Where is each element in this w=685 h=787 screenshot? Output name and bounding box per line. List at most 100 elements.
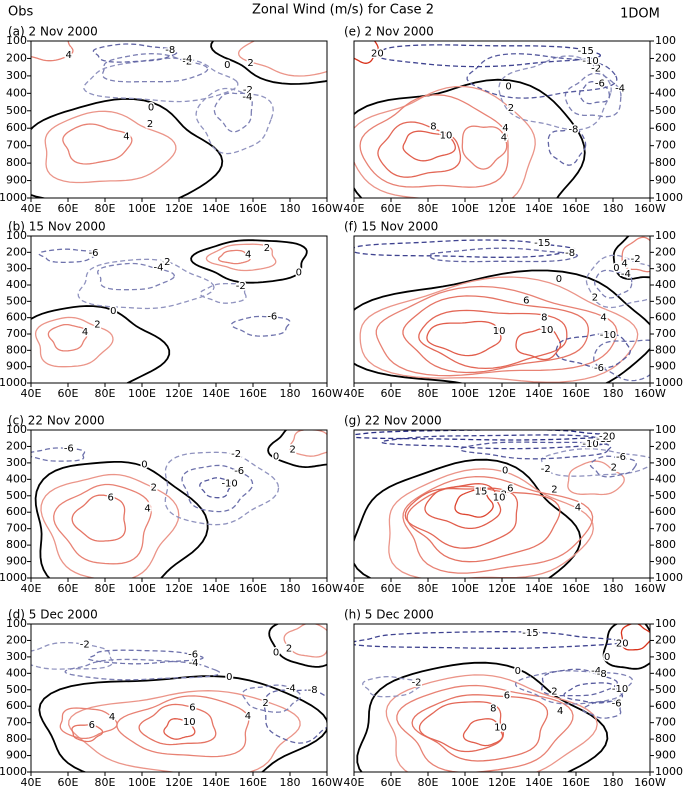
contour-label: 8: [490, 703, 496, 714]
y-tick-label: 600: [6, 121, 27, 134]
x-tick-label: 140E: [525, 776, 553, 787]
contour-label: -4: [286, 684, 296, 695]
contour-label: 4: [501, 133, 507, 144]
x-tick-label: 160W: [634, 202, 666, 215]
x-tick-label: 120E: [165, 582, 193, 595]
y-tick-label: 800: [6, 732, 27, 745]
y-tick-label: 900: [655, 174, 676, 187]
x-tick-label: 120E: [165, 776, 193, 787]
contour-label: 4: [502, 123, 508, 134]
contour-line: [602, 624, 650, 670]
contour-label: 0: [226, 672, 232, 683]
contour-line: [354, 85, 536, 198]
contour-line: [462, 718, 504, 747]
x-tick-label: 180: [603, 582, 624, 595]
contour-line: [354, 458, 582, 578]
contour-line: [454, 488, 494, 518]
contour-label: -6: [89, 248, 99, 259]
contour-label: 8: [500, 489, 506, 500]
contour-line: [563, 682, 624, 704]
x-tick-label: 140E: [525, 582, 553, 595]
contour-label: 10: [541, 325, 554, 336]
y-tick-label: 300: [655, 262, 676, 275]
y-tick-label: 700: [6, 139, 27, 152]
contour-line: [418, 701, 505, 753]
y-tick-label: 400: [6, 278, 27, 291]
contour-label: 0: [273, 647, 279, 658]
x-tick-label: 80E: [418, 776, 439, 787]
contour-layer: [31, 624, 327, 772]
y-tick-label: 1000: [0, 376, 27, 389]
contour-line: [354, 631, 625, 649]
y-tick-label: 800: [655, 156, 676, 169]
contour-line: [515, 327, 562, 361]
contour-line: [205, 243, 277, 272]
y-tick-label: 700: [6, 522, 27, 535]
contour-line: [40, 473, 180, 578]
contour-line: [59, 707, 118, 740]
contour-line: [31, 305, 171, 383]
contour-label: -6: [612, 699, 622, 710]
contour-label: -2: [160, 257, 170, 268]
y-tick-label: 600: [6, 311, 27, 324]
contour-label: 2: [290, 444, 296, 455]
contour-line: [377, 44, 601, 68]
panel-title: (d) 5 Dec 2000: [8, 608, 98, 622]
y-tick-label: 100: [6, 229, 27, 242]
contour-line: [31, 41, 74, 62]
contour-label: 2: [611, 463, 617, 474]
y-tick-label: 500: [655, 294, 676, 307]
contour-label: 2: [286, 643, 292, 654]
x-tick-label: 160W: [311, 202, 343, 215]
x-tick-label: 100E: [128, 582, 156, 595]
x-tick-label: 40E: [344, 582, 365, 595]
contour-line: [237, 41, 327, 77]
contour-label: 15: [475, 487, 488, 498]
x-tick-label: 80E: [95, 202, 116, 215]
x-tick-label: 120E: [165, 202, 193, 215]
contour-label: -6: [594, 363, 604, 374]
y-tick-label: 100: [655, 34, 676, 47]
contour-line: [385, 674, 598, 772]
contour-label: -2: [80, 640, 90, 651]
x-tick-label: 160E: [239, 202, 267, 215]
contour-label: 4: [557, 706, 563, 717]
y-tick-label: 200: [655, 633, 676, 646]
contour-label: 10: [494, 722, 507, 733]
contour-line: [181, 464, 254, 513]
y-tick-label: 900: [655, 555, 676, 568]
y-tick-label: 300: [6, 262, 27, 275]
contour-label: -4: [615, 84, 625, 95]
x-tick-label: 100E: [451, 387, 479, 400]
y-tick-label: 200: [655, 51, 676, 64]
y-tick-label: 800: [6, 538, 27, 551]
contour-label: -4: [621, 269, 631, 280]
y-tick-label: 600: [6, 505, 27, 518]
y-tick-label: 200: [6, 633, 27, 646]
contour-line: [461, 125, 508, 170]
y-tick-label: 900: [6, 555, 27, 568]
contour-line: [97, 262, 175, 291]
contour-label: -15: [534, 238, 550, 249]
y-tick-label: 1000: [0, 765, 27, 778]
contour-line: [354, 269, 650, 383]
plot-frame: [353, 40, 651, 199]
contour-line: [38, 248, 99, 264]
contour-line: [47, 323, 89, 352]
x-tick-label: 100E: [128, 776, 156, 787]
y-tick-label: 600: [655, 505, 676, 518]
x-tick-label: 80E: [95, 776, 116, 787]
contour-label: 6: [523, 296, 529, 307]
contour-label: -4: [242, 92, 252, 103]
contour-label: 2: [262, 698, 268, 709]
x-tick-label: 60E: [381, 776, 402, 787]
x-tick-label: 180: [280, 387, 301, 400]
contour-line: [612, 236, 650, 280]
